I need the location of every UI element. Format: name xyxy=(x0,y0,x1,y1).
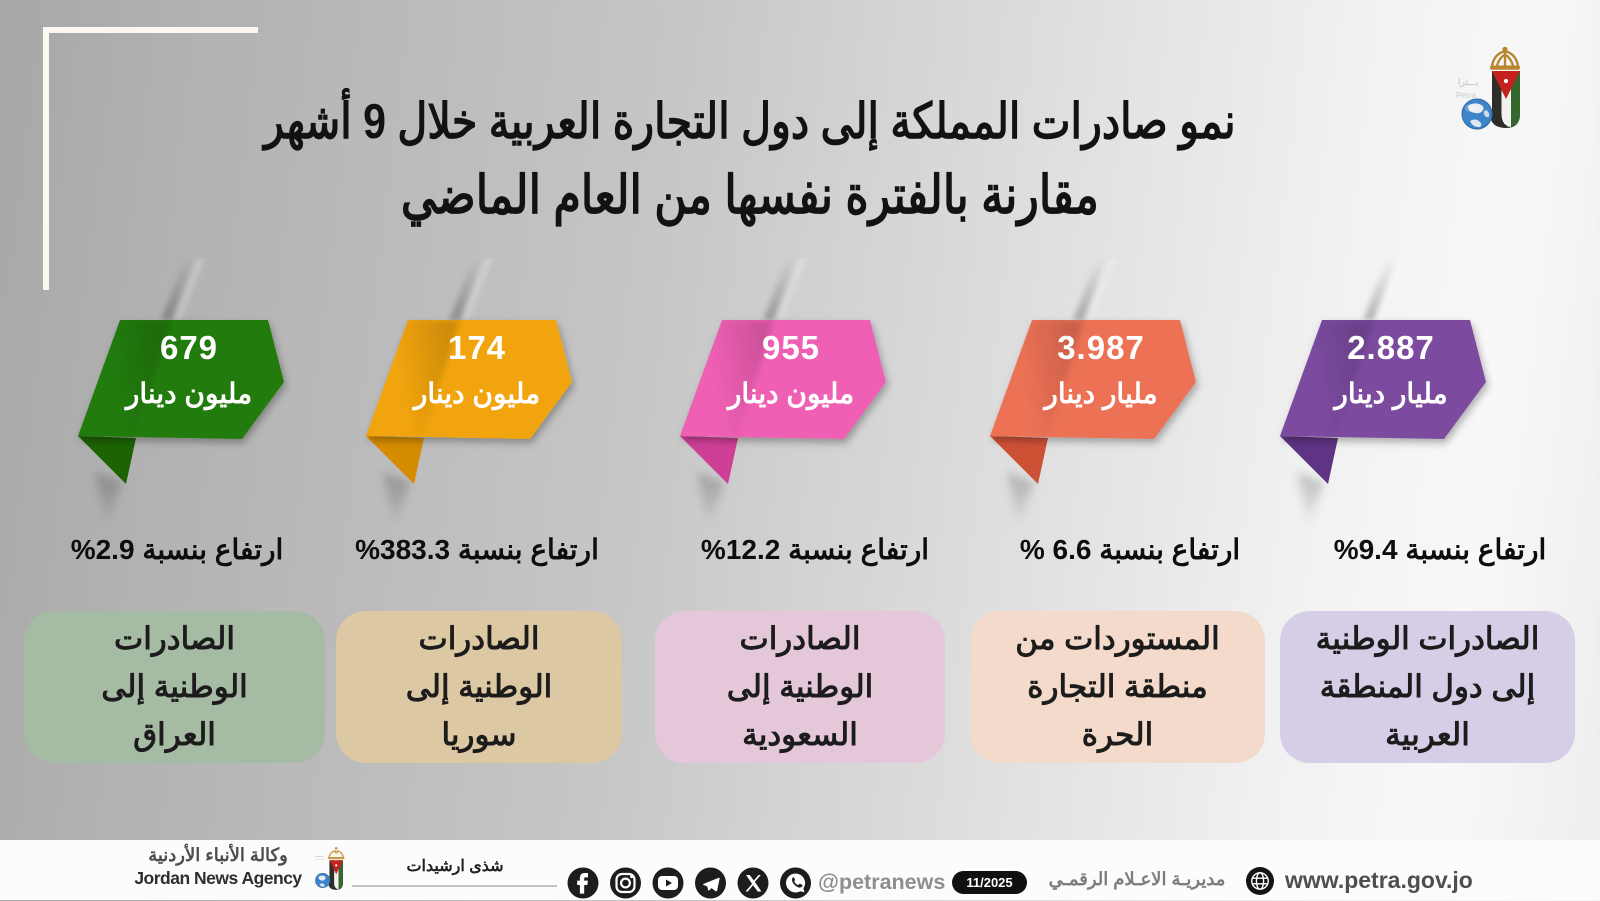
svg-text:بـــترا: بـــترا xyxy=(1458,77,1479,88)
svg-text:Petra: Petra xyxy=(1456,91,1477,100)
